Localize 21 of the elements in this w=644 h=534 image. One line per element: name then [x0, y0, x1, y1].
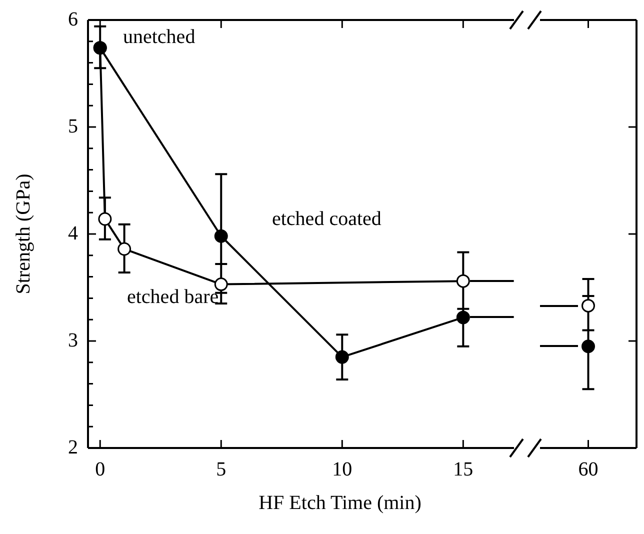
x-tick-label: 0	[95, 458, 106, 480]
y-tick-label: 3	[68, 329, 78, 352]
annotation: etched bare	[127, 286, 219, 309]
y-tick-label: 2	[68, 436, 78, 458]
y-tick-label: 6	[68, 8, 78, 30]
y-tick-label: 4	[68, 222, 78, 244]
annotation: unetched	[123, 26, 196, 49]
annotation: etched coated	[272, 208, 382, 231]
x-tick-label: 5	[216, 458, 226, 480]
point	[335, 350, 349, 364]
x-tick-label: 15	[453, 458, 474, 480]
y-axis-title: Strength (GPa)	[12, 174, 36, 294]
x-tick-label: 60	[578, 458, 598, 480]
point	[214, 229, 228, 243]
point	[98, 212, 112, 226]
point	[456, 274, 470, 288]
y-tick-label: 5	[68, 115, 78, 138]
point	[456, 310, 470, 324]
x-tick-label: 10	[332, 458, 352, 480]
x-axis-title: HF Etch Time (min)	[258, 492, 422, 515]
point	[118, 242, 132, 256]
